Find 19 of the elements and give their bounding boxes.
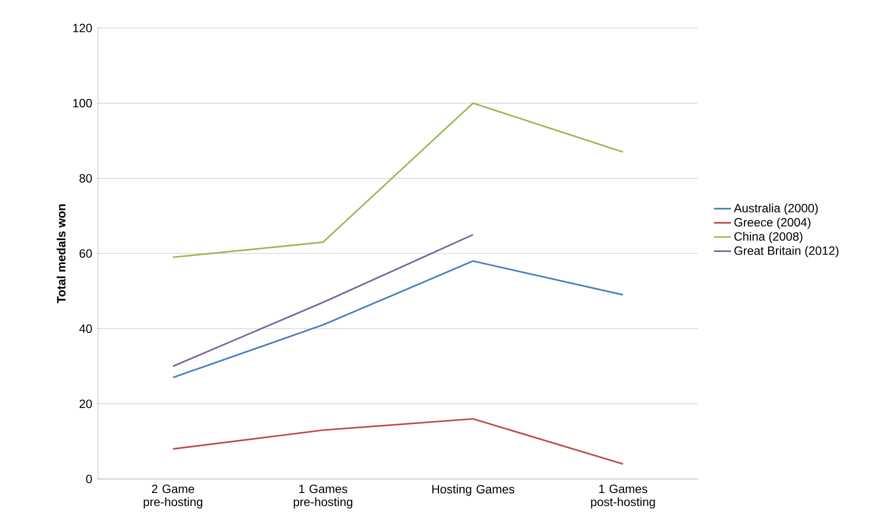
- y-axis-title: Total medals won: [56, 204, 66, 304]
- y-tick-label: 40: [79, 324, 92, 333]
- line-series: [172, 418, 624, 465]
- x-tick-label: 1 Games pre-hosting: [294, 484, 352, 509]
- legend-label: China (2008): [734, 232, 802, 244]
- y-tick-label: 100: [73, 98, 92, 108]
- y-tick-label: 0: [86, 474, 92, 484]
- x-tick-label: 1 Games post-hosting: [591, 484, 655, 509]
- y-tick-label: 60: [80, 249, 92, 258]
- line-series: [172, 102, 624, 258]
- x-tick-label: 2 Game pre-hosting: [144, 484, 202, 509]
- x-tick-label: Hosting Games: [432, 484, 514, 496]
- line-series: [172, 260, 624, 378]
- y-tick-label: 120: [73, 24, 92, 32]
- y-tick-label: 80: [80, 174, 92, 183]
- y-tick-label: 20: [80, 400, 92, 408]
- legend-label: Australia (2000): [734, 204, 818, 215]
- legend-label: Great Britain (2012): [734, 246, 838, 258]
- legend-label: Greece (2004): [734, 218, 810, 229]
